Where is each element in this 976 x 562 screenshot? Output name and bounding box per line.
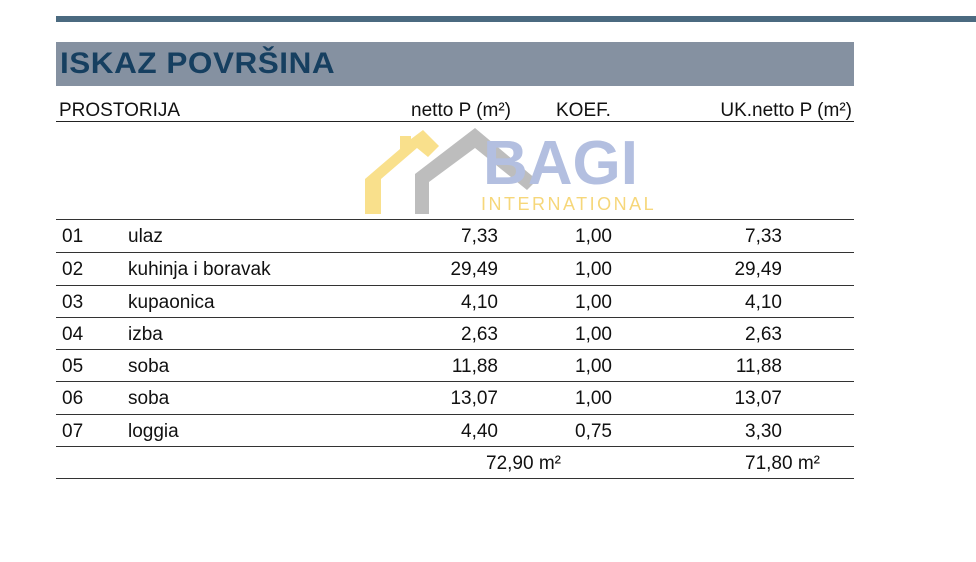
room-name: kuhinja i boravak: [128, 259, 271, 280]
room-total-area: 4,10: [745, 292, 782, 313]
table-row: 05 soba 11,88 1,00 11,88: [56, 349, 854, 381]
room-total-area: 29,49: [734, 259, 782, 280]
row-divider: [56, 349, 854, 350]
room-coefficient: 0,75: [575, 421, 612, 442]
header-uk: UK.netto P (m²): [720, 100, 852, 121]
room-netto-area: 7,33: [461, 226, 498, 247]
room-netto-area: 29,49: [450, 259, 498, 280]
header-koef: KOEF.: [556, 100, 611, 121]
room-coefficient: 1,00: [575, 388, 612, 409]
room-total-area: 13,07: [734, 388, 782, 409]
row-divider: [56, 285, 854, 286]
row-divider: [56, 446, 854, 447]
room-netto-area: 4,40: [461, 421, 498, 442]
table-row: 01 ulaz 7,33 1,00 7,33: [56, 219, 854, 251]
room-netto-area: 11,88: [451, 356, 498, 377]
room-number: 02: [62, 259, 84, 280]
room-name: izba: [128, 324, 163, 345]
room-name: kupaonica: [128, 292, 215, 313]
row-divider: [56, 414, 854, 415]
title-band: ISKAZ POVRŠINA: [56, 42, 854, 86]
room-coefficient: 1,00: [575, 324, 612, 345]
table-row: 03 kupaonica 4,10 1,00 4,10: [56, 285, 854, 317]
room-coefficient: 1,00: [575, 259, 612, 280]
row-divider: [56, 252, 854, 253]
room-netto-area: 13,07: [450, 388, 498, 409]
room-total-area: 11,88: [735, 356, 782, 377]
header-room: PROSTORIJA: [59, 100, 181, 121]
room-number: 03: [62, 292, 84, 313]
room-number: 07: [62, 421, 84, 442]
room-number: 05: [62, 356, 84, 377]
watermark-text: BAGI: [483, 129, 638, 198]
total-netto: 72,90 m²: [486, 453, 561, 474]
room-total-area: 3,30: [745, 421, 782, 442]
room-name: soba: [128, 388, 170, 409]
page-title: ISKAZ POVRŠINA: [60, 47, 336, 80]
table-row: 04 izba 2,63 1,00 2,63: [56, 317, 854, 349]
room-number: 01: [62, 226, 84, 247]
room-total-area: 7,33: [745, 226, 782, 247]
room-name: loggia: [128, 421, 179, 442]
bagi-watermark-logo: BAGI INTERNATIONAL: [365, 128, 656, 214]
room-netto-area: 2,63: [461, 324, 498, 345]
room-coefficient: 1,00: [575, 356, 612, 377]
room-number: 04: [62, 324, 84, 345]
table-row: 07 loggia 4,40 0,75 3,30: [56, 414, 854, 446]
room-coefficient: 1,00: [575, 292, 612, 313]
room-total-area: 2,63: [745, 324, 782, 345]
room-netto-area: 4,10: [461, 292, 498, 313]
table-row: 06 soba 13,07 1,00 13,07: [56, 381, 854, 413]
total-uk: 71,80 m²: [745, 453, 820, 474]
table-bottom-rule: [56, 478, 854, 479]
room-coefficient: 1,00: [575, 226, 612, 247]
row-divider: [56, 219, 854, 220]
top-rule: [56, 16, 976, 22]
row-divider: [56, 317, 854, 318]
totals-row: 72,90 m² 71,80 m²: [56, 446, 854, 478]
room-name: ulaz: [128, 226, 163, 247]
header-netto: netto P (m²): [411, 100, 511, 121]
row-divider: [56, 381, 854, 382]
watermark-subtext: INTERNATIONAL: [481, 194, 656, 214]
room-number: 06: [62, 388, 84, 409]
room-name: soba: [128, 356, 170, 377]
table-row: 02 kuhinja i boravak 29,49 1,00 29,49: [56, 252, 854, 284]
header-divider: [56, 121, 854, 122]
